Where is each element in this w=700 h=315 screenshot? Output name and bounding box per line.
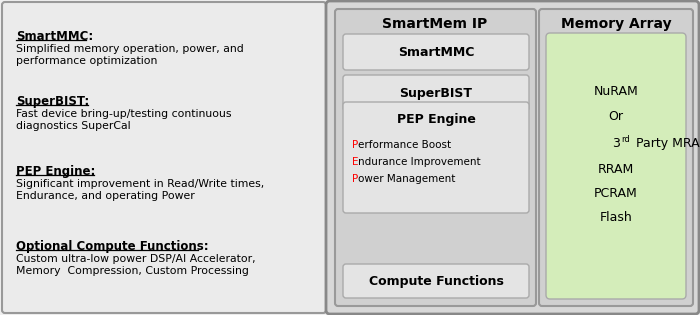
FancyBboxPatch shape: [546, 33, 686, 299]
Text: P: P: [352, 174, 358, 184]
Text: 3: 3: [612, 137, 620, 150]
Text: P: P: [352, 140, 358, 150]
FancyBboxPatch shape: [343, 102, 529, 213]
Text: Fast device bring-up/testing continuous
diagnostics SuperCal: Fast device bring-up/testing continuous …: [16, 109, 232, 131]
FancyBboxPatch shape: [343, 264, 529, 298]
Text: PEP Engine: PEP Engine: [397, 113, 475, 126]
Text: E: E: [352, 157, 358, 167]
Text: Significant improvement in Read/Write times,
Endurance, and operating Power: Significant improvement in Read/Write ti…: [16, 179, 265, 201]
Text: Flash: Flash: [600, 211, 632, 224]
Text: ndurance Improvement: ndurance Improvement: [358, 157, 481, 167]
FancyBboxPatch shape: [335, 9, 536, 306]
Text: RRAM: RRAM: [598, 163, 634, 176]
Text: erformance Boost: erformance Boost: [358, 140, 451, 150]
Text: SmartMem IP: SmartMem IP: [382, 17, 488, 31]
Text: ower Management: ower Management: [358, 174, 456, 184]
Text: PEP Engine:: PEP Engine:: [16, 165, 95, 178]
FancyBboxPatch shape: [2, 2, 326, 313]
Text: SmartMMC:: SmartMMC:: [16, 30, 93, 43]
Text: SuperBIST: SuperBIST: [400, 87, 473, 100]
FancyBboxPatch shape: [343, 34, 529, 70]
FancyBboxPatch shape: [343, 75, 529, 111]
Text: rd: rd: [621, 135, 630, 144]
Text: Or: Or: [608, 110, 624, 123]
FancyBboxPatch shape: [539, 9, 693, 306]
Text: Optional Compute Functions:: Optional Compute Functions:: [16, 240, 209, 253]
Text: Party MRAM: Party MRAM: [632, 137, 700, 150]
Text: Custom ultra-low power DSP/AI Accelerator,
Memory  Compression, Custom Processin: Custom ultra-low power DSP/AI Accelerato…: [16, 254, 255, 276]
FancyBboxPatch shape: [326, 1, 699, 314]
Text: SuperBIST:: SuperBIST:: [16, 95, 90, 108]
Text: Memory Array: Memory Array: [561, 17, 671, 31]
Text: SmartMMC: SmartMMC: [398, 45, 474, 59]
Text: NuRAM: NuRAM: [594, 85, 638, 98]
Text: Simplified memory operation, power, and
performance optimization: Simplified memory operation, power, and …: [16, 44, 244, 66]
Text: Compute Functions: Compute Functions: [369, 274, 503, 288]
Text: PCRAM: PCRAM: [594, 187, 638, 200]
